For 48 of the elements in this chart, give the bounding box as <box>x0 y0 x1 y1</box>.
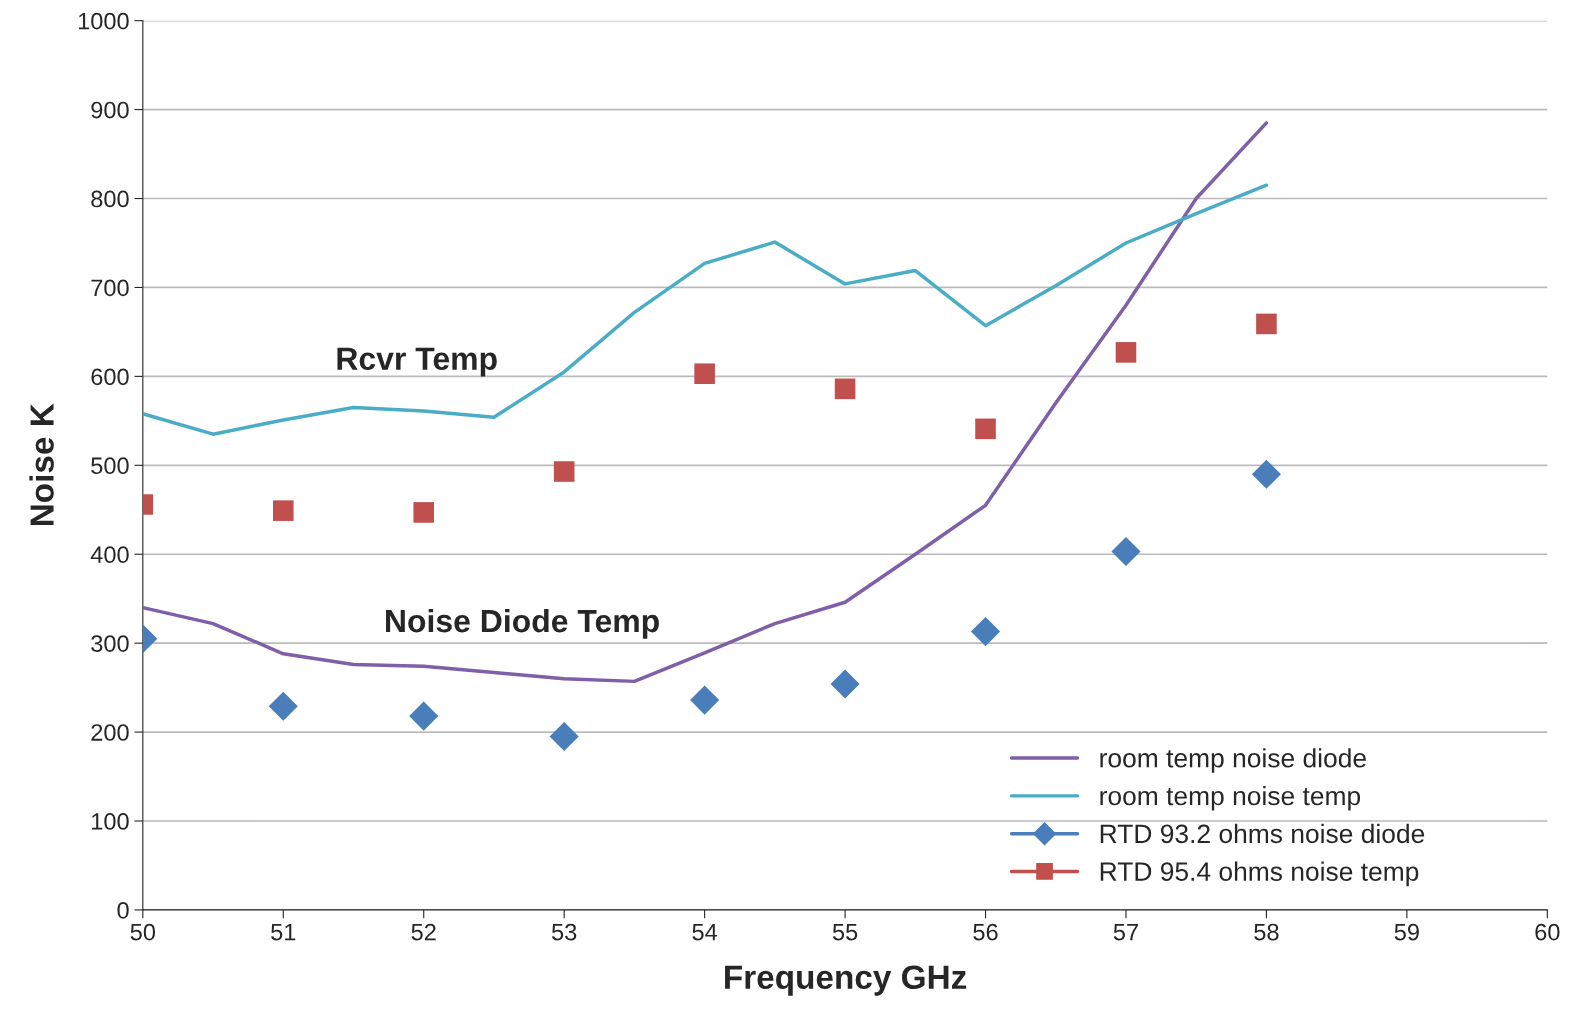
y-tick-label: 400 <box>90 546 129 564</box>
y-tick-label: 500 <box>91 457 129 475</box>
x-tick-label: 50 <box>130 923 156 941</box>
y-tick-label: 0 <box>117 901 129 919</box>
y-tick-label: 800 <box>91 190 129 208</box>
point <box>1251 459 1281 489</box>
y-tick-label: 900 <box>91 101 129 119</box>
annotation: Rcvr Temp <box>337 347 497 377</box>
y-tick-label: 700 <box>91 279 129 297</box>
x-tick-label: 55 <box>832 923 858 941</box>
y-tick-label: 1000 <box>78 12 129 30</box>
point <box>694 363 715 385</box>
point <box>553 461 575 482</box>
legend-label: RTD 95.4 ohms noise temp <box>1100 861 1419 887</box>
y-tick-label: 300 <box>91 635 129 652</box>
x-tick-label: 57 <box>1113 923 1138 941</box>
point <box>549 721 579 752</box>
point <box>413 502 435 523</box>
line-series <box>142 121 1269 684</box>
x-tick-label: 58 <box>1254 923 1279 941</box>
y-axis-title: Noise K <box>29 403 54 526</box>
x-tick-label: 51 <box>271 923 296 941</box>
point <box>1115 342 1137 363</box>
legend-label: room temp noise temp <box>1100 785 1361 811</box>
point <box>409 701 439 731</box>
y-tick-label: 600 <box>91 368 129 386</box>
point <box>690 685 720 715</box>
annotation: Noise Diode Temp <box>386 608 659 639</box>
x-axis-title: Frequency GHz <box>725 965 967 996</box>
point <box>830 669 860 699</box>
x-tick-label: 59 <box>1394 923 1419 941</box>
point <box>970 617 1001 647</box>
x-tick-label: 56 <box>973 923 998 941</box>
line-series <box>142 183 1269 436</box>
y-tick-label: 100 <box>92 813 129 830</box>
point <box>1111 536 1141 567</box>
point <box>975 418 996 440</box>
point <box>834 378 856 400</box>
x-tick-label: 52 <box>411 923 436 941</box>
x-tick-label: 54 <box>692 923 718 941</box>
x-tick-label: 53 <box>551 923 577 941</box>
legend-label: RTD 93.2 ohms noise diode <box>1100 823 1425 844</box>
x-tick-label: 60 <box>1535 923 1560 941</box>
point <box>1256 313 1277 335</box>
point <box>268 691 298 721</box>
point <box>272 500 294 521</box>
y-tick-label: 200 <box>91 724 129 741</box>
legend-label: room temp noise diode <box>1100 748 1366 773</box>
